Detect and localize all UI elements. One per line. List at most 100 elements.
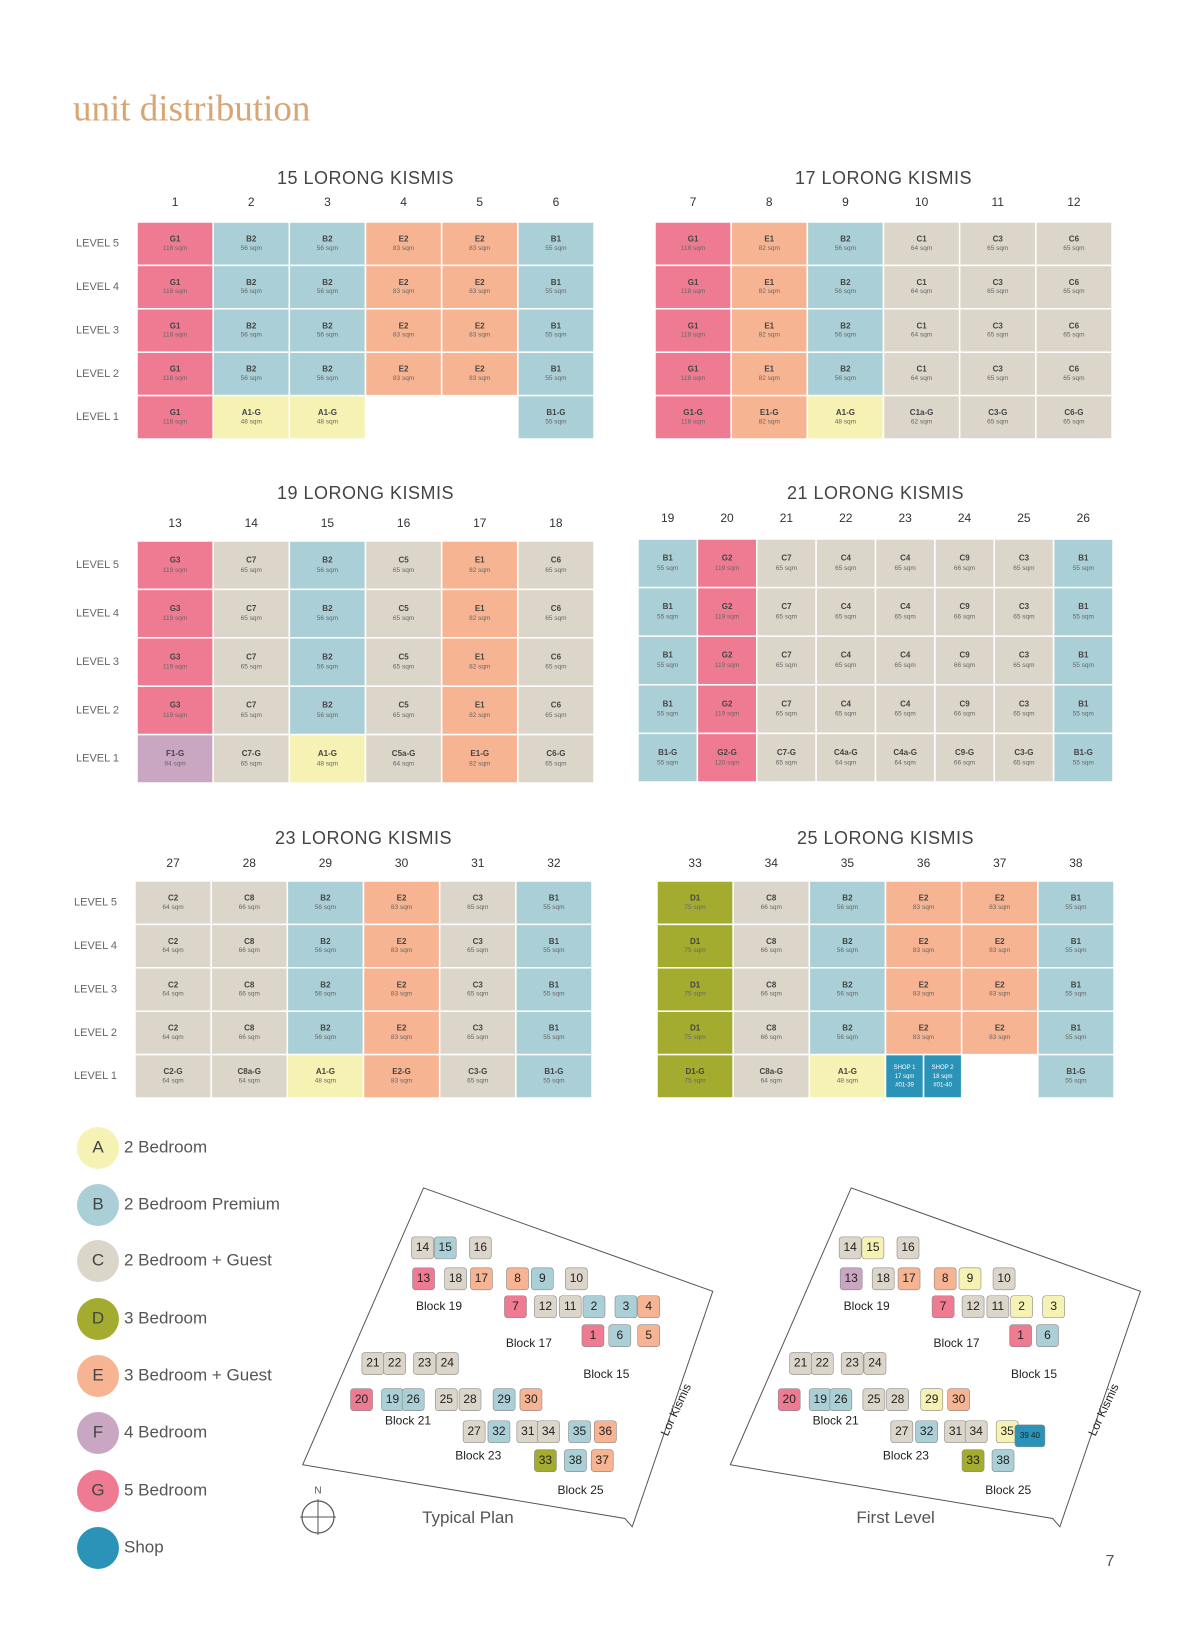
unit-code: C2 [168,980,179,989]
plan-unit-label: 13 [417,1271,431,1285]
plan-unit [564,1449,587,1472]
unit-cell [517,540,595,591]
unit-code: G3 [170,701,181,710]
unit-cell [808,967,887,1012]
unit-size: 65 sqm [545,760,566,767]
plan-unit [964,1420,988,1444]
unit-size: 65 sqm [776,613,797,620]
unit-cell [364,221,443,267]
unit-number: 28 [243,856,257,870]
unit-code: C6 [1069,365,1080,374]
unit-size: 119 sqm [715,565,739,572]
unit-cell [874,684,936,735]
unit-size: 66 sqm [954,711,975,718]
unit-size: 83 sqm [469,375,490,382]
plan-unit-label: 21 [366,1356,380,1370]
level-label: LEVEL 2 [76,704,119,716]
plan-unit-label: 20 [355,1392,369,1406]
unit-number: 11 [992,195,1005,209]
unit-code: B2 [320,937,331,946]
unit-code: A1-G [838,1067,857,1076]
plan-title: Typical Plan [422,1508,514,1527]
unit-cell [1035,351,1113,397]
site-boundary [729,1187,1142,1528]
unit-code: B1 [549,1024,560,1033]
plan-unit [413,1352,436,1375]
unit-code: C1 [916,278,927,287]
unit-code: B1 [551,321,562,330]
plan-unit-label: 23 [846,1356,860,1370]
unit-code: C3 [993,365,1004,374]
block-label: Block 19 [416,1299,462,1313]
unit-cell [212,221,291,267]
unit-size: 83 sqm [469,288,490,295]
unit-cell [732,880,811,926]
unit-size: 66 sqm [239,904,260,911]
plan-unit-label: 21 [794,1356,808,1370]
unit-size: 65 sqm [467,1034,488,1041]
plan-unit [462,1420,486,1444]
block-label: Block 15 [1011,1367,1057,1381]
unit-cell [288,637,367,687]
unit-cell [654,308,732,353]
unit-code: B2 [320,980,331,989]
legend-item: G 5 Bedroom [77,1470,207,1512]
unit-code: C3 [1019,651,1030,660]
plan-unit [961,1449,985,1472]
unit-cell [656,1010,734,1056]
block-label: Block 23 [883,1449,929,1463]
unit-code: C8 [766,980,777,989]
legend-swatch [77,1127,119,1169]
level-label: LEVEL 3 [76,656,119,668]
unit-size: 56 sqm [837,904,858,911]
unit-cell [515,1053,593,1099]
unit-cell [884,923,963,969]
unit-number: 37 [993,856,1007,870]
unit-number: 35 [841,856,855,870]
level-label: LEVEL 5 [74,897,117,909]
unit-size: 65 sqm [241,615,262,622]
unit-size: 118 sqm [681,375,705,382]
plan-unit-label: 2 [591,1299,598,1313]
unit-cell [958,264,1037,310]
unit-code: B2 [842,893,853,902]
unit-code: C8 [766,937,777,946]
unit-size: 56 sqm [837,991,858,998]
block-label: Block 21 [385,1414,431,1428]
plan-unit-label: 32 [492,1424,506,1438]
road-label: Lor Kismis [1085,1381,1121,1438]
unit-cell [212,308,291,353]
plan-unit [840,1352,864,1375]
legend-letter: B [92,1194,103,1213]
unit-code: C3-G [468,1067,487,1076]
plan-unit-label: 1 [590,1328,597,1342]
unit-size: 83 sqm [469,245,490,252]
unit-size: 65 sqm [393,567,414,574]
unit-code: C5 [398,604,409,613]
unit-code: C7 [246,604,257,613]
unit-size: 119 sqm [715,613,739,620]
unit-code: C3-G [988,408,1007,417]
unit-code: B1 [549,980,560,989]
unit-cell [134,967,212,1012]
unit-number: 29 [319,856,333,870]
unit-code: B1-G [1074,748,1093,757]
unit-cell [517,733,595,784]
unit-size: 65 sqm [241,664,262,671]
plan-unit [492,1388,516,1412]
unit-code: B2 [842,1024,853,1033]
unit-code: G1 [688,278,699,287]
legend-letter: A [92,1137,104,1156]
plan-unit-label: 24 [868,1356,882,1370]
plan-unit-label: 16 [901,1240,915,1254]
level-label: LEVEL 4 [76,281,119,293]
unit-size: 55 sqm [545,332,566,339]
unit-size: 83 sqm [391,1034,412,1041]
unit-cell [136,264,214,310]
legend-letter: F [93,1422,103,1441]
unit-size: 82 sqm [469,712,490,719]
plan-unit [590,1449,614,1472]
unit-code: B1 [1071,893,1082,902]
unit-code: C8a-G [759,1067,783,1076]
unit-cell [136,308,214,353]
